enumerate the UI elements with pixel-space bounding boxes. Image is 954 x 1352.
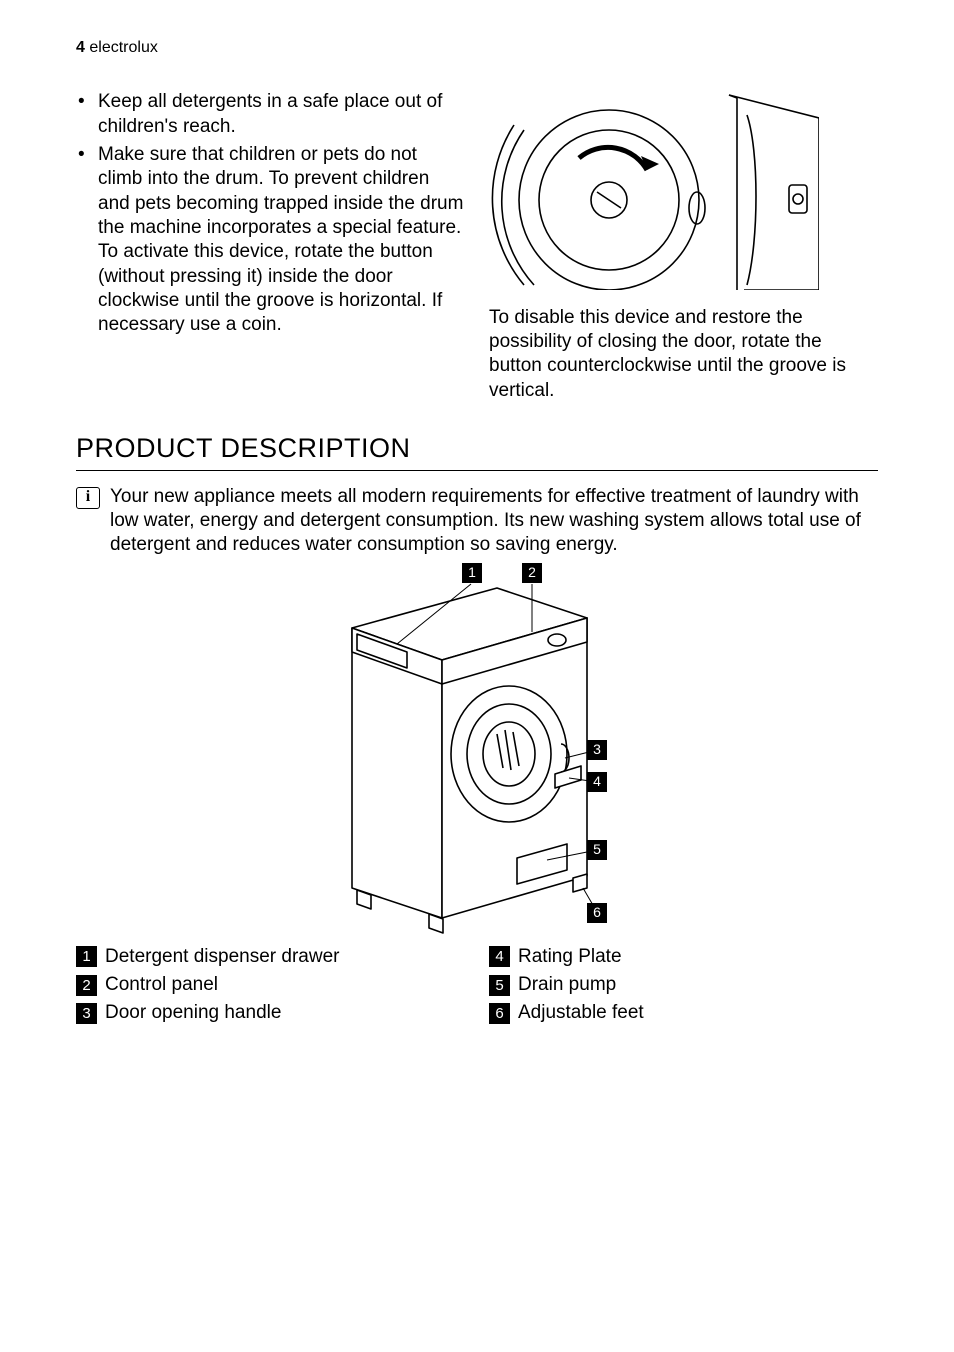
legend-label: Control panel	[105, 973, 218, 997]
section-rule	[76, 470, 878, 471]
legend-badge: 2	[76, 975, 97, 996]
brand-name: electrolux	[89, 39, 157, 56]
legend-badge: 1	[76, 946, 97, 967]
appliance-diagram: 1 2 3 4 5 6	[297, 558, 657, 945]
safety-bullets: Keep all detergents in a safe place out …	[76, 90, 465, 337]
legend-item: 2 Control panel	[76, 973, 465, 997]
legend-item: 5 Drain pump	[489, 973, 878, 997]
section-title: PRODUCT DESCRIPTION	[76, 431, 878, 466]
legend-item: 6 Adjustable feet	[489, 1001, 878, 1025]
legend-item: 4 Rating Plate	[489, 945, 878, 969]
legend-label: Rating Plate	[518, 945, 622, 969]
bullet-item: Make sure that children or pets do not c…	[98, 143, 465, 338]
legend-badge: 6	[489, 1003, 510, 1024]
legend-item: 3 Door opening handle	[76, 1001, 465, 1025]
diagram-callout-2: 2	[522, 563, 542, 583]
diagram-callout-6: 6	[587, 903, 607, 923]
disable-device-text: To disable this device and restore the p…	[489, 306, 878, 403]
legend-label: Door opening handle	[105, 1001, 281, 1025]
diagram-callout-4: 4	[587, 772, 607, 792]
legend-label: Adjustable feet	[518, 1001, 644, 1025]
door-lock-illustration	[489, 90, 819, 297]
legend-badge: 5	[489, 975, 510, 996]
page-number: 4	[76, 39, 85, 56]
legend-label: Drain pump	[518, 973, 616, 997]
legend-item: 1 Detergent dispenser drawer	[76, 945, 465, 969]
page-header: 4 electrolux	[76, 38, 878, 58]
diagram-callout-3: 3	[587, 740, 607, 760]
legend-label: Detergent dispenser drawer	[105, 945, 339, 969]
legend-badge: 4	[489, 946, 510, 967]
legend-badge: 3	[76, 1003, 97, 1024]
diagram-callout-1: 1	[462, 563, 482, 583]
bullet-item: Keep all detergents in a safe place out …	[98, 90, 465, 139]
diagram-callout-5: 5	[587, 840, 607, 860]
info-icon: i	[76, 487, 100, 509]
legend: 1 Detergent dispenser drawer 2 Control p…	[76, 945, 878, 1030]
product-description-text: Your new appliance meets all modern requ…	[110, 485, 878, 558]
